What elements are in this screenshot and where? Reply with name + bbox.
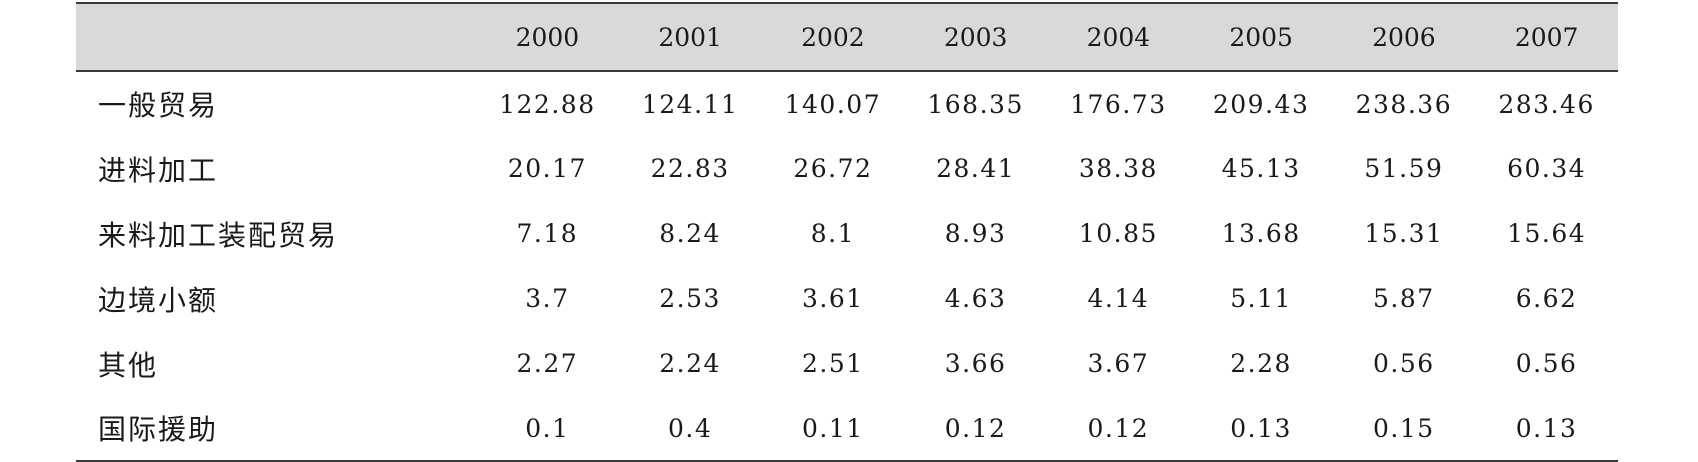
row-label: 进料加工 <box>98 153 219 187</box>
table-row: 其他 2.27 2.24 2.51 3.66 3.67 2.28 0.56 0.… <box>76 331 1618 396</box>
header-row: 2000 2001 2002 2003 2004 2005 2006 2007 <box>76 2 1618 72</box>
table-cell: 26.72 <box>793 154 873 183</box>
table-cell: 10.85 <box>1078 219 1158 248</box>
table-cell: 0.12 <box>1047 396 1190 462</box>
table-cell: 2.27 <box>516 349 579 378</box>
table-cell: 283.46 <box>1498 89 1595 119</box>
table-cell: 0.15 <box>1332 396 1476 462</box>
table-cell: 8.24 <box>659 219 721 248</box>
year-header: 2005 <box>1189 2 1333 72</box>
row-label: 一般贸易 <box>98 89 219 122</box>
table-cell: 22.83 <box>650 154 730 183</box>
table-cell: 4.63 <box>944 284 1007 313</box>
table-cell: 0.56 <box>1515 349 1578 378</box>
table-cell: 0.56 <box>1373 349 1435 378</box>
table-cell: 7.18 <box>516 219 579 248</box>
table-row: 一般贸易 122.88 124.11 140.07 168.35 176.73 … <box>76 71 1618 136</box>
table-row: 国际援助 0.1 0.4 0.11 0.12 0.12 0.13 0.15 0.… <box>76 396 1618 462</box>
table-cell: 3.7 <box>525 284 570 313</box>
table-cell: 0.12 <box>904 396 1047 462</box>
header-corner-cell <box>76 2 476 72</box>
year-header: 2006 <box>1332 2 1476 72</box>
table-cell: 3.61 <box>802 284 864 313</box>
table-cell: 168.35 <box>927 89 1024 119</box>
row-label: 国际援助 <box>76 396 476 462</box>
year-header: 2000 <box>476 2 619 72</box>
row-label: 来料加工装配贸易 <box>98 218 339 252</box>
table-cell: 2.24 <box>659 349 721 378</box>
year-header: 2007 <box>1475 2 1618 72</box>
table-cell: 6.62 <box>1515 284 1578 313</box>
table-cell: 45.13 <box>1221 154 1301 183</box>
year-header: 2001 <box>618 2 762 72</box>
table-cell: 0.13 <box>1475 396 1618 462</box>
table-cell: 209.43 <box>1212 89 1310 119</box>
table-cell: 176.73 <box>1070 89 1167 119</box>
trade-table: 2000 2001 2002 2003 2004 2005 2006 2007 … <box>76 2 1618 462</box>
year-header: 2002 <box>761 2 905 72</box>
table-cell: 4.14 <box>1087 284 1150 313</box>
table-cell: 13.68 <box>1221 219 1301 248</box>
year-header: 2003 <box>904 2 1047 72</box>
table-cell: 122.88 <box>499 89 596 119</box>
table-cell: 8.93 <box>944 219 1007 248</box>
row-label: 边境小额 <box>98 283 219 317</box>
table-cell: 0.4 <box>618 396 762 462</box>
table-row: 进料加工 20.17 22.83 26.72 28.41 38.38 45.13… <box>76 136 1618 201</box>
table-cell: 3.67 <box>1087 349 1150 378</box>
table-cell: 15.64 <box>1507 219 1587 248</box>
table-cell: 5.87 <box>1373 284 1435 313</box>
table-cell: 2.53 <box>659 284 721 313</box>
trade-table-container: 2000 2001 2002 2003 2004 2005 2006 2007 … <box>76 2 1618 462</box>
table-cell: 3.66 <box>944 349 1007 378</box>
table-cell: 15.31 <box>1364 219 1444 248</box>
table-cell: 124.11 <box>641 89 739 119</box>
table-row: 边境小额 3.7 2.53 3.61 4.63 4.14 5.11 5.87 6… <box>76 266 1618 331</box>
table-cell: 60.34 <box>1507 154 1587 183</box>
table-cell: 0.1 <box>476 396 619 462</box>
table-cell: 238.36 <box>1355 89 1453 119</box>
table-cell: 51.59 <box>1364 154 1444 183</box>
table-cell: 0.11 <box>761 396 905 462</box>
table-cell: 2.28 <box>1230 349 1292 378</box>
table-cell: 28.41 <box>936 154 1016 183</box>
table-cell: 38.38 <box>1078 154 1158 183</box>
table-cell: 8.1 <box>810 219 855 248</box>
year-header: 2004 <box>1047 2 1190 72</box>
table-cell: 140.07 <box>784 89 882 119</box>
row-label: 其他 <box>98 348 159 382</box>
table-cell: 0.13 <box>1189 396 1333 462</box>
table-cell: 20.17 <box>507 154 587 183</box>
table-cell: 2.51 <box>802 349 864 378</box>
table-cell: 5.11 <box>1230 284 1292 313</box>
table-row: 来料加工装配贸易 7.18 8.24 8.1 8.93 10.85 13.68 … <box>76 201 1618 266</box>
